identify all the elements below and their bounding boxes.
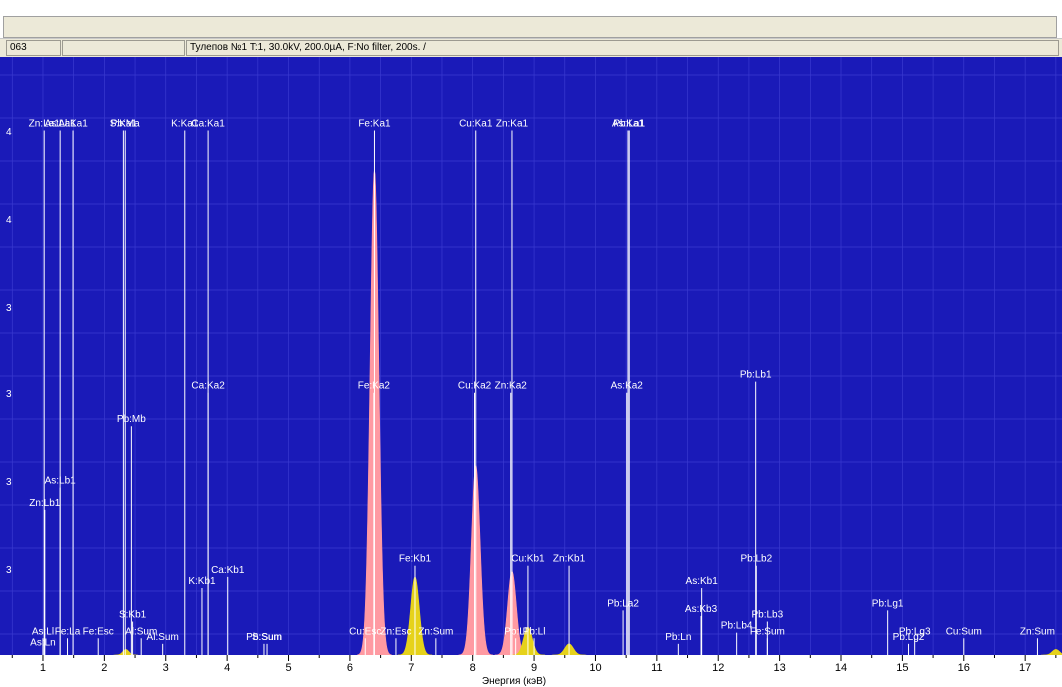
window-top-strip: [0, 0, 1062, 16]
x-tick-label: 3: [163, 662, 169, 674]
marker-label: Pb:Ll: [504, 626, 527, 637]
x-tick-label: 4: [224, 662, 230, 674]
marker-label: Fe:Ka2: [358, 381, 391, 392]
marker-label: Zn:Ka1: [496, 118, 529, 129]
y-axis-ticks: 4 4 3 3 3 3: [6, 127, 12, 576]
marker-label: Ca:Ka1: [191, 118, 225, 129]
marker-label: Pb:Lg2: [893, 632, 925, 643]
marker-label: Ca:Kb1: [211, 565, 245, 576]
grid-lines: [0, 57, 1062, 655]
marker-label: Fe:Sum: [750, 626, 785, 637]
marker-label: Al:Sum: [147, 632, 179, 643]
marker-label: S:Sum: [252, 632, 282, 643]
marker-label: Zn:Ka2: [495, 381, 528, 392]
marker-label: Fe:Ka1: [358, 118, 391, 129]
status-cell-id: 063: [6, 40, 61, 56]
marker-label: As:Ll: [32, 626, 54, 637]
x-axis-ticks: 1 2 3 4 5 6 7 8 9 10 11 12 13 14 15 16 17: [11, 655, 1057, 674]
marker-label: K:Kb1: [188, 576, 216, 587]
y-tick-label: 4: [6, 215, 12, 226]
marker-label: Zn:Sum: [1020, 626, 1055, 637]
marker-label: Pb:Lg1: [872, 598, 904, 609]
marker-label: Pb:Ll: [523, 626, 546, 637]
status-cell-empty: [62, 40, 185, 56]
marker-label: Zn:Sum: [418, 626, 453, 637]
marker-label: As:La1: [45, 118, 77, 129]
x-tick-label: 11: [651, 662, 662, 674]
marker-label: Pb:Ln: [665, 632, 691, 643]
y-tick-label: 3: [6, 303, 12, 314]
marker-label: Cu:Ka1: [459, 118, 493, 129]
marker-label: Cu:Esc: [349, 626, 381, 637]
x-tick-label: 12: [712, 662, 724, 674]
toolbar-panel: [3, 16, 1057, 38]
marker-label: Pb:Ma: [111, 118, 140, 129]
marker-label: S:Ka1: [110, 118, 138, 129]
marker-label: As:Kb3: [685, 604, 718, 615]
marker-label: Pb:Lb3: [751, 610, 783, 621]
marker-label: Zn:Kb1: [553, 554, 586, 565]
x-tick-label: 8: [470, 662, 476, 674]
x-tick-label: 13: [773, 662, 785, 674]
x-tick-label: 1: [40, 662, 46, 674]
marker-label: Cu:Kb1: [511, 554, 545, 565]
marker-label: As:Ka1: [612, 118, 645, 129]
marker-label: Pb:Lb1: [740, 370, 772, 381]
y-tick-label: 3: [6, 565, 12, 576]
marker-label: Ca:Ka2: [191, 381, 225, 392]
x-tick-label: 2: [101, 662, 107, 674]
marker-label: Al:Sum: [125, 626, 157, 637]
marker-label: As:Lb1: [45, 476, 77, 487]
marker-label: Pb:La1: [613, 118, 645, 129]
x-axis-label: Энергия (кэВ): [482, 676, 546, 687]
marker-label: As:Kb1: [686, 576, 719, 587]
x-tick-label: 15: [896, 662, 908, 674]
marker-label: As:Ln: [30, 637, 56, 648]
x-tick-label: 5: [285, 662, 291, 674]
marker-label: As:Ka2: [611, 381, 644, 392]
plot-area[interactable]: [0, 57, 1062, 655]
marker-label: Pb:La2: [607, 598, 639, 609]
marker-label: K:Ka1: [171, 118, 199, 129]
x-tick-label: 6: [347, 662, 353, 674]
marker-label: Pb:Sum: [246, 632, 282, 643]
marker-label: Zn:Esc: [380, 626, 411, 637]
marker-label: Pb:Lg3: [899, 626, 931, 637]
y-tick-label: 4: [6, 127, 12, 138]
marker-label: Pb:Mb: [117, 414, 146, 425]
marker-label: Fe:La: [55, 626, 81, 637]
marker-label: Zn:La1: [29, 118, 61, 129]
marker-label: Cu:Ka2: [458, 381, 492, 392]
x-tick-label: 17: [1019, 662, 1031, 674]
marker-label: S:Kb1: [119, 610, 147, 621]
marker-label: Pb:Lb4: [721, 621, 753, 632]
x-tick-label: 9: [531, 662, 537, 674]
y-tick-label: 3: [6, 389, 12, 400]
marker-label: Pb:Lb2: [740, 554, 772, 565]
marker-label: Fe:Esc: [83, 626, 114, 637]
marker-label: Zn:Lb1: [29, 498, 61, 509]
x-tick-label: 7: [408, 662, 414, 674]
y-tick-label: 3: [6, 477, 12, 488]
spectrum-status-bar: 063 Тулепов №1 T:1, 30.0kV, 200.0µA, F:N…: [0, 38, 1062, 58]
x-tick-label: 16: [958, 662, 970, 674]
status-cell-acquisition: Тулепов №1 T:1, 30.0kV, 200.0µA, F:No fi…: [186, 40, 1059, 56]
marker-label: Fe:Kb1: [399, 554, 432, 565]
spectrum-peak: [1041, 649, 1062, 656]
marker-label: Al:Ka1: [58, 118, 88, 129]
x-tick-label: 14: [835, 662, 847, 674]
x-tick-label: 10: [589, 662, 601, 674]
marker-label: Cu:Sum: [946, 626, 982, 637]
spectrum-peak: [113, 649, 139, 656]
